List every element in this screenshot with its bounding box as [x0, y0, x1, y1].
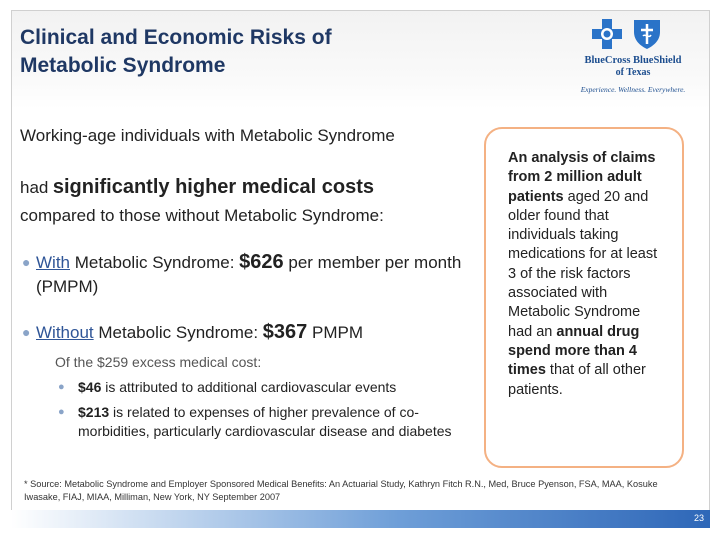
intro-line-3: compared to those without Metabolic Synd…	[20, 206, 384, 225]
excess-heading: Of the $259 excess medical cost:	[55, 354, 262, 370]
sub-bullet-dot-icon: ●	[58, 381, 65, 393]
callout-box	[484, 127, 684, 468]
title-line-2: Metabolic Syndrome	[20, 54, 226, 77]
company-logo: BlueCross BlueShield of Texas Experience…	[567, 18, 699, 98]
bullet-dot-icon: ●	[22, 254, 31, 270]
shield-icon	[631, 18, 663, 50]
bullet-amount: $626	[239, 251, 284, 273]
callout-emphasis: annual drug spend more than 4 times	[508, 323, 640, 379]
excess-text: is attributed to additional cardiovascul…	[105, 379, 397, 395]
bullet-without: ● Without Metabolic Syndrome: $367 PMPM	[22, 320, 462, 345]
logo-marks	[587, 18, 667, 52]
cross-icon	[591, 18, 623, 50]
intro-line-1: Working-age individuals with Metabolic S…	[20, 126, 395, 145]
callout-text: An analysis of claims from 2 million adu…	[508, 149, 668, 400]
page-title: Clinical and Economic Risks of Metabolic…	[20, 24, 440, 80]
excess-item-body: $213 is related to expenses of higher pr…	[58, 403, 458, 441]
excess-item: ● $46 is attributed to additional cardio…	[58, 378, 458, 397]
bullet-text: Metabolic Syndrome:	[98, 323, 259, 342]
with-link[interactable]: With	[36, 253, 70, 272]
bullet-amount: $367	[262, 321, 308, 343]
bullet-dot-icon: ●	[22, 324, 31, 340]
excess-item-body: $46 is attributed to additional cardiova…	[58, 378, 458, 397]
excess-amount: $46	[78, 379, 102, 395]
intro-emphasis: significantly higher medical costs	[52, 176, 375, 198]
bullet-body: Without Metabolic Syndrome: $367 PMPM	[22, 320, 462, 345]
title-line-1: Clinical and Economic Risks of	[20, 26, 332, 49]
footer-bar	[11, 510, 710, 528]
bullet-suffix: PMPM	[312, 323, 364, 342]
without-link[interactable]: Without	[36, 323, 94, 342]
callout-end: that of all other patients.	[508, 362, 646, 398]
intro-prefix: had	[20, 178, 49, 197]
excess-item: ● $213 is related to expenses of higher …	[58, 403, 458, 441]
callout-body: aged 20 and older found that individuals…	[508, 188, 658, 340]
intro-line-2: had significantly higher medical costs	[20, 176, 374, 199]
bullet-with: ● With Metabolic Syndrome: $626 per memb…	[22, 250, 462, 299]
bullet-body: With Metabolic Syndrome: $626 per member…	[22, 250, 462, 299]
sub-bullet-dot-icon: ●	[58, 406, 65, 418]
callout-lead: An analysis of claims from 2 million adu…	[508, 150, 656, 205]
page-number: 23	[693, 513, 704, 523]
logo-name: BlueCross BlueShield	[584, 55, 682, 66]
bullet-text: Metabolic Syndrome:	[74, 253, 235, 272]
logo-subtitle: of Texas	[615, 67, 651, 78]
excess-amount: $213	[78, 404, 110, 420]
excess-text: is related to expenses of higher prevale…	[78, 404, 452, 439]
bullet-suffix: per member per month (PMPM)	[36, 253, 462, 296]
source-footnote: * Source: Metabolic Syndrome and Employe…	[24, 479, 658, 502]
logo-tagline: Experience. Wellness. Everywhere.	[580, 85, 686, 94]
